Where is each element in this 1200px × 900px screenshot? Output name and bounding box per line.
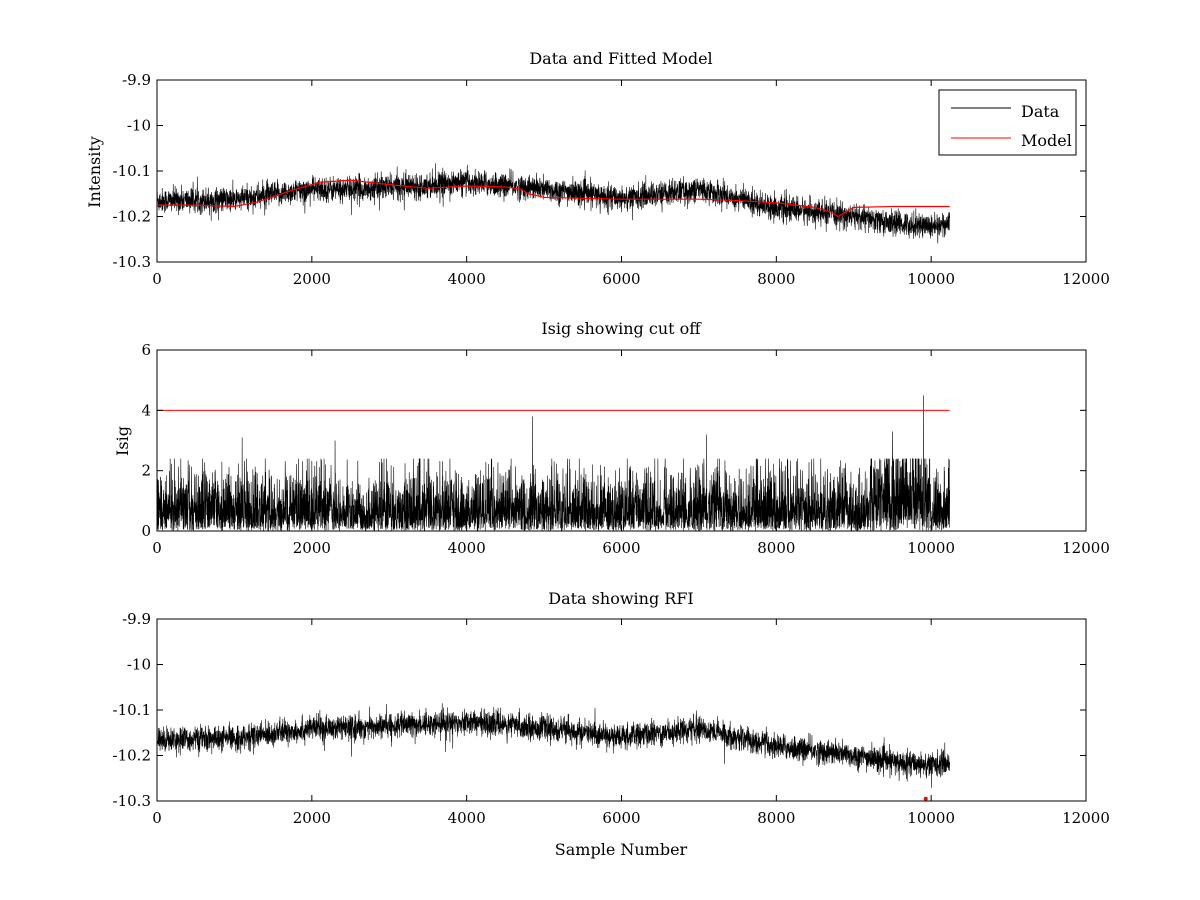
y-tick-label: -9.9 [122, 71, 151, 89]
legend-entry-data: Data [1021, 102, 1060, 121]
x-tick-label: 12000 [1062, 270, 1110, 288]
x-tick-label: 6000 [602, 809, 640, 827]
x-tick-label: 2000 [293, 539, 331, 557]
panel-title: Isig showing cut off [541, 319, 702, 338]
y-tick-label: -10 [127, 656, 151, 674]
plot-area [156, 163, 951, 244]
x-tick-label: 6000 [602, 539, 640, 557]
x-axis: 0 2000 4000 6000 8000 10000 12000 [152, 80, 1110, 288]
y-tick-label: -10 [127, 117, 151, 135]
y-tick-label: -10.1 [113, 162, 151, 180]
rfi-point [923, 796, 928, 801]
panel-isig-showing-cut-off: Isig showing cut off Isig 0 2000 4000 6000 8… [113, 319, 1110, 557]
series-line-data [156, 163, 951, 244]
y-axis: 6 4 2 0 [141, 341, 1086, 540]
y-tick-label: -10.3 [113, 253, 151, 271]
x-tick-label: 10000 [907, 270, 955, 288]
x-axis-label: Sample Number [555, 840, 688, 859]
x-tick-label: 2000 [293, 809, 331, 827]
x-tick-label: 4000 [448, 270, 486, 288]
plot-area [156, 395, 951, 532]
y-tick-label: 0 [141, 522, 151, 540]
panel-data-showing-rfi: Data showing RFI 0 2000 4000 6000 8000 10000 1… [113, 589, 1110, 859]
x-axis: 0 2000 4000 6000 8000 10000 12000 [152, 619, 1110, 827]
x-tick-label: 8000 [757, 270, 795, 288]
x-tick-label: 10000 [907, 539, 955, 557]
x-tick-label: 0 [152, 809, 162, 827]
x-tick-label: 4000 [448, 539, 486, 557]
series-line-data [156, 703, 951, 788]
series-line-isig [156, 395, 951, 532]
x-tick-label: 0 [152, 539, 162, 557]
series-line-model [157, 179, 950, 218]
y-tick-label: -10.2 [113, 208, 151, 226]
plot-area [156, 703, 951, 801]
y-axis-label: Intensity [85, 136, 104, 208]
y-tick-label: 6 [141, 341, 151, 359]
y-tick-label: -10.2 [113, 747, 151, 765]
x-tick-label: 8000 [757, 809, 795, 827]
x-tick-label: 8000 [757, 539, 795, 557]
legend-entry-model: Model [1021, 131, 1072, 150]
panel-title: Data showing RFI [548, 589, 693, 608]
x-tick-label: 12000 [1062, 809, 1110, 827]
y-tick-label: -10.3 [113, 792, 151, 810]
y-tick-label: 4 [141, 401, 151, 419]
y-tick-label: 2 [141, 462, 151, 480]
legend-box [938, 89, 1077, 156]
x-tick-label: 10000 [907, 809, 955, 827]
y-axis: -9.9 -10 -10.1 -10.2 -10.3 [113, 610, 1086, 810]
x-tick-label: 0 [152, 270, 162, 288]
panel-title: Data and Fitted Model [529, 49, 712, 68]
y-tick-label: -10.1 [113, 701, 151, 719]
y-axis-label: Isig [113, 426, 132, 456]
y-tick-label: -9.9 [122, 610, 151, 628]
x-tick-label: 12000 [1062, 539, 1110, 557]
x-tick-label: 4000 [448, 809, 486, 827]
y-axis: -9.9 -10 -10.1 -10.2 -10.3 [113, 71, 1086, 271]
panel-data-and-fitted-model: Data and Fitted Model Intensity 0 2000 400… [85, 49, 1110, 288]
x-tick-label: 2000 [293, 270, 331, 288]
x-tick-label: 6000 [602, 270, 640, 288]
x-axis: 0 2000 4000 6000 8000 10000 12000 [152, 350, 1110, 557]
legend: Data Model [938, 89, 1077, 156]
